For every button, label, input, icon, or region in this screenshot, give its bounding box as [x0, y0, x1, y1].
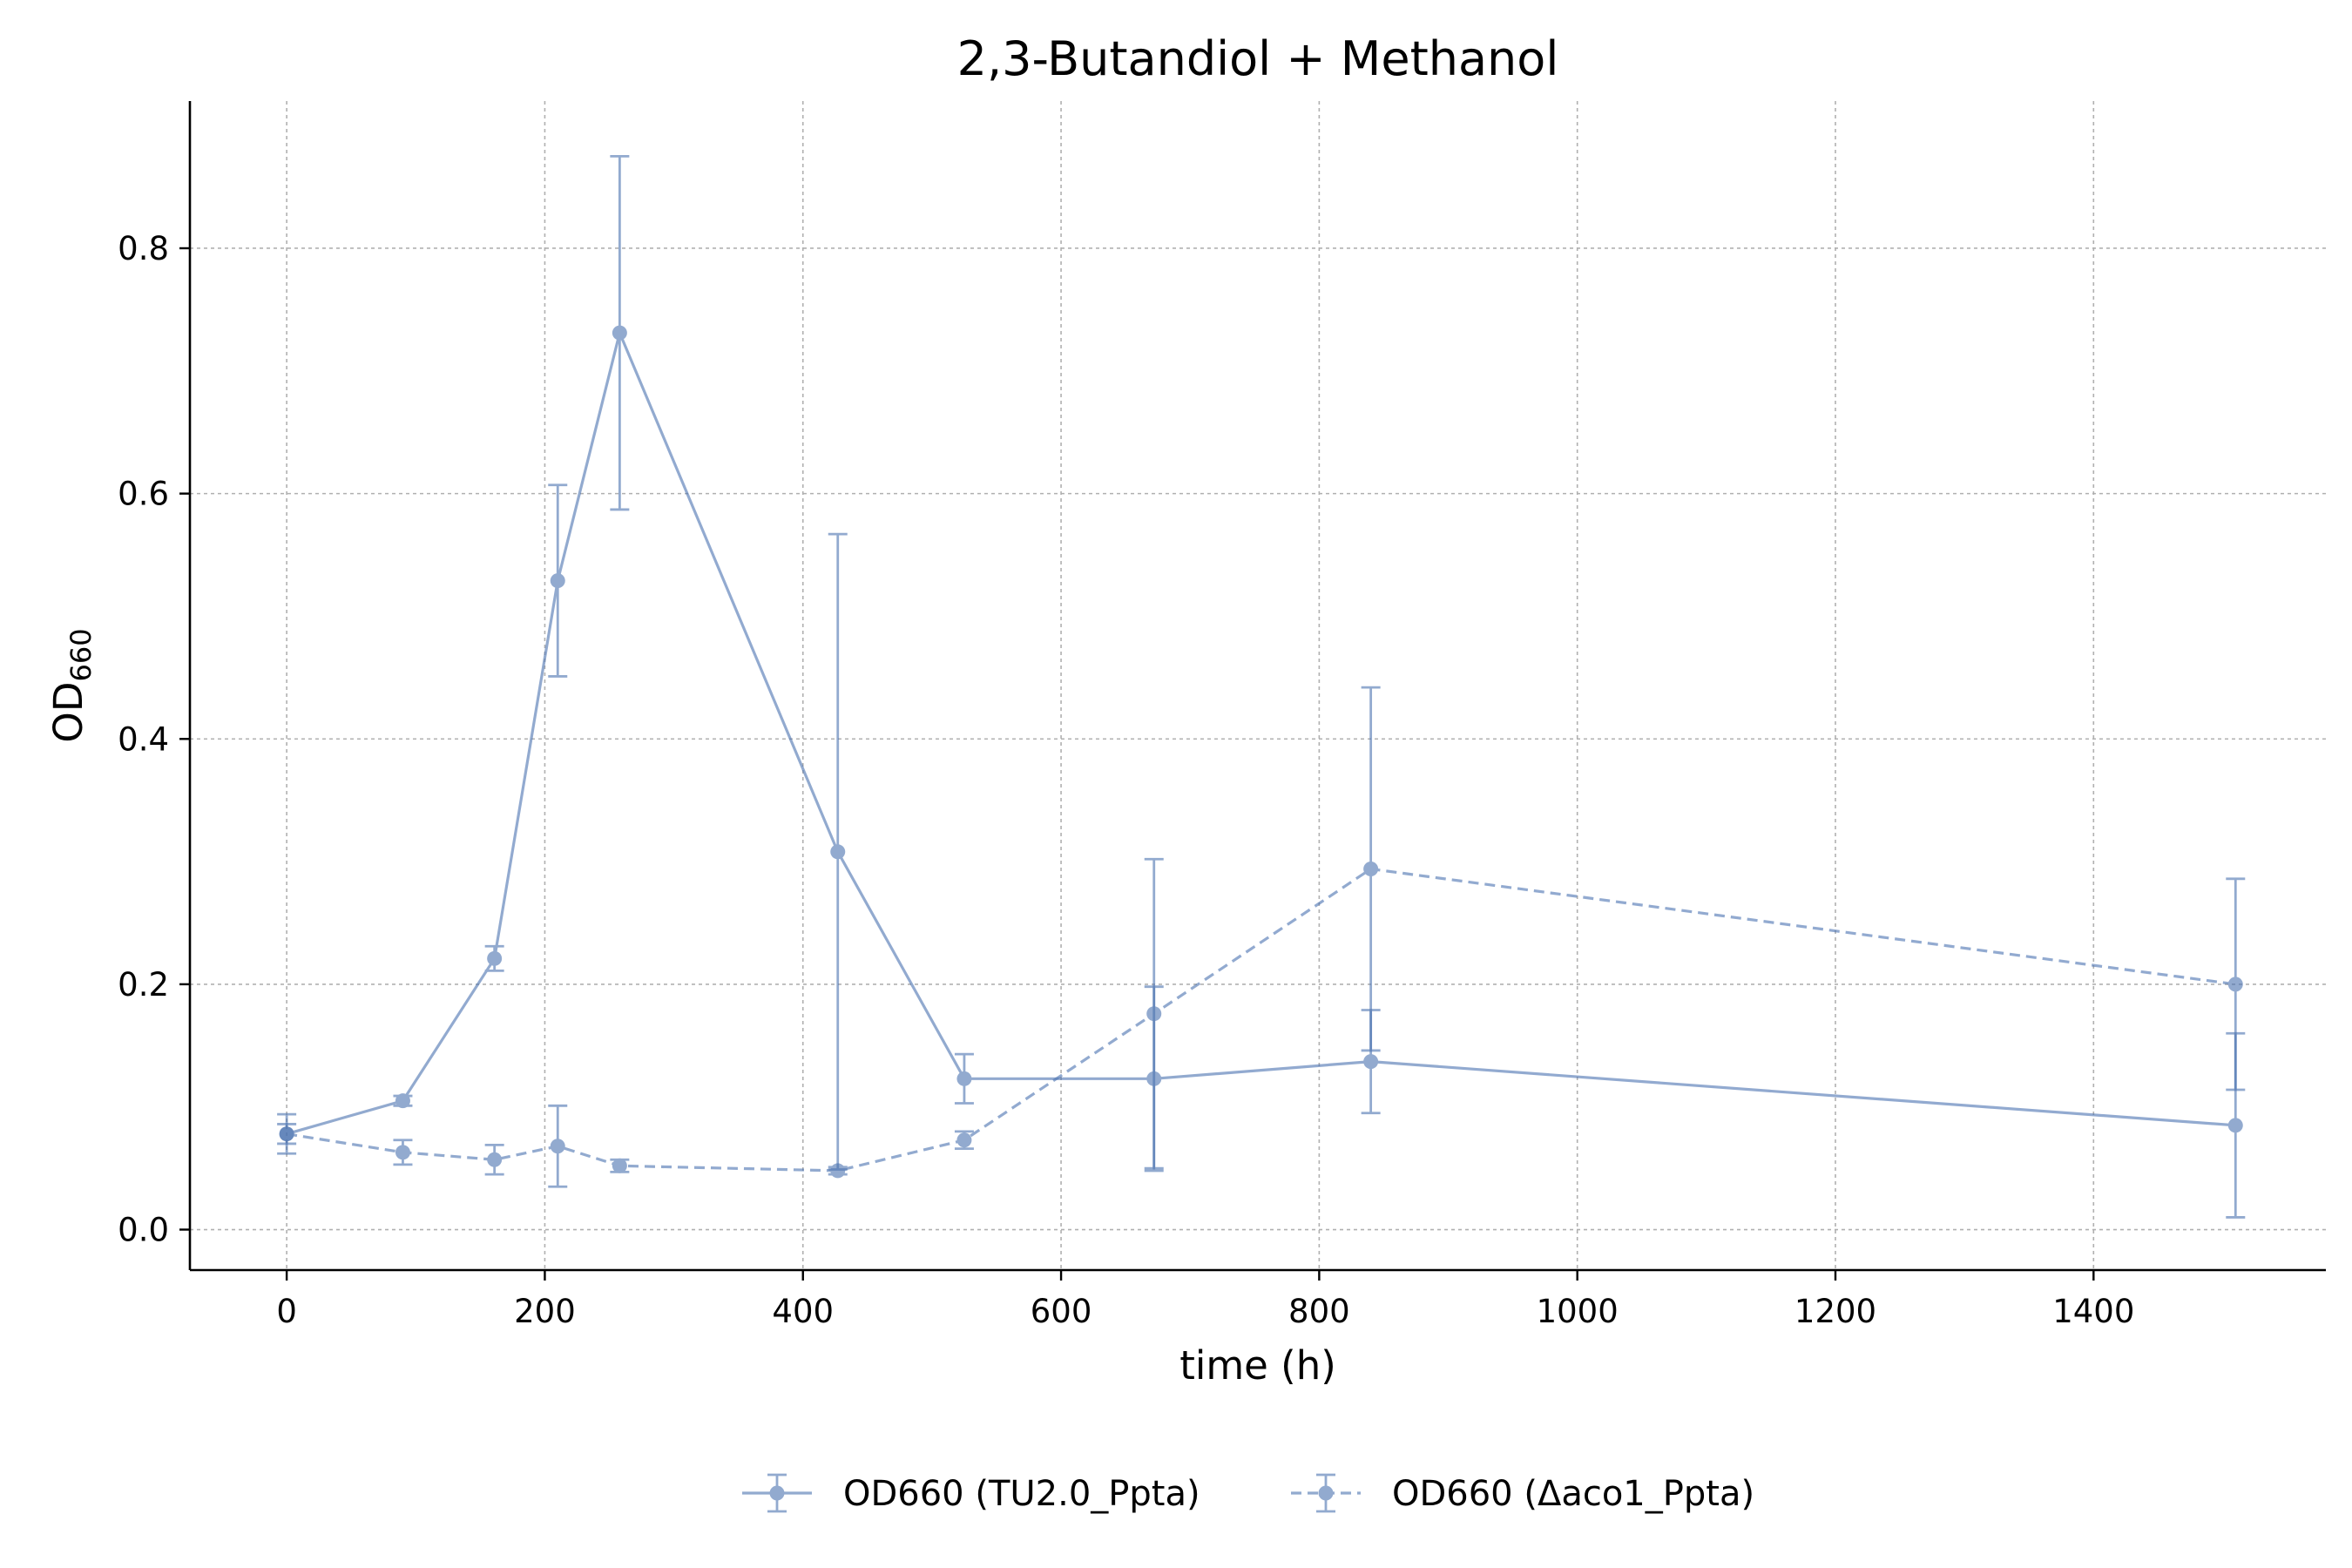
x-tick-label: 1000	[1537, 1293, 1619, 1330]
data-point	[550, 573, 565, 589]
ticks: 0 200 400 600 800 1000 1200 1400 0.0 0.2 0.4 0.6 0.8	[118, 230, 2134, 1330]
legend-entry-1: OD660 (TU2.0_Ppta)	[742, 1473, 1200, 1514]
x-axis-label: time (h)	[1179, 1342, 1336, 1389]
grid-lines	[190, 101, 2326, 1270]
data-point	[487, 1152, 503, 1167]
y-tick-label: 0.0	[118, 1212, 169, 1249]
data-point	[395, 1093, 410, 1109]
legend-marker	[1318, 1485, 1334, 1501]
legend-label: OD660 (TU2.0_Ppta)	[843, 1474, 1200, 1514]
x-tick-label: 400	[772, 1293, 834, 1330]
data-point	[956, 1071, 972, 1086]
data-point	[550, 1139, 565, 1154]
x-tick-label: 0	[276, 1293, 297, 1330]
x-tick-label: 200	[514, 1293, 576, 1330]
data-point	[830, 1163, 846, 1179]
legend-label: OD660 (Δaco1_Ppta)	[1392, 1474, 1754, 1514]
legend-swatch	[1291, 1473, 1361, 1513]
legend: OD660 (TU2.0_Ppta) OD660 (Δaco1_Ppta)	[742, 1473, 1754, 1514]
data-point	[830, 844, 846, 860]
data-point	[612, 325, 627, 341]
legend-swatch	[742, 1473, 812, 1513]
data-point	[1363, 862, 1379, 877]
y-tick-label: 0.8	[118, 230, 169, 267]
x-tick-label: 800	[1288, 1293, 1350, 1330]
y-tick-label: 0.2	[118, 966, 169, 1004]
data-point	[2227, 1118, 2243, 1133]
axes	[188, 101, 2326, 1272]
legend-marker	[769, 1485, 785, 1501]
series-line	[286, 867, 2236, 1173]
x-tick-label: 600	[1031, 1293, 1092, 1330]
data-point	[1363, 1054, 1379, 1070]
y-tick-label: 0.4	[118, 720, 169, 758]
data-point	[395, 1145, 410, 1160]
data-point	[2227, 977, 2243, 992]
data-point	[279, 1126, 294, 1142]
series-layer	[277, 154, 2246, 1219]
data-point	[487, 950, 503, 966]
legend-entry-2: OD660 (Δaco1_Ppta)	[1291, 1473, 1754, 1514]
data-point	[612, 1158, 627, 1173]
y-tick-label: 0.6	[118, 476, 169, 513]
chart-title: 2,3-Butandiol + Methanol	[957, 31, 1559, 86]
series-1	[277, 154, 2246, 1219]
data-point	[956, 1132, 972, 1148]
y-axis-label-main: OD	[45, 682, 91, 743]
x-tick-label: 1400	[2052, 1293, 2134, 1330]
y-axis-label: OD660	[45, 628, 98, 742]
series-2	[277, 686, 2246, 1188]
y-axis-label-subscript: 660	[64, 628, 98, 681]
x-tick-label: 1200	[1794, 1293, 1876, 1330]
data-point	[1146, 1006, 1162, 1022]
series-line	[286, 328, 2236, 1136]
